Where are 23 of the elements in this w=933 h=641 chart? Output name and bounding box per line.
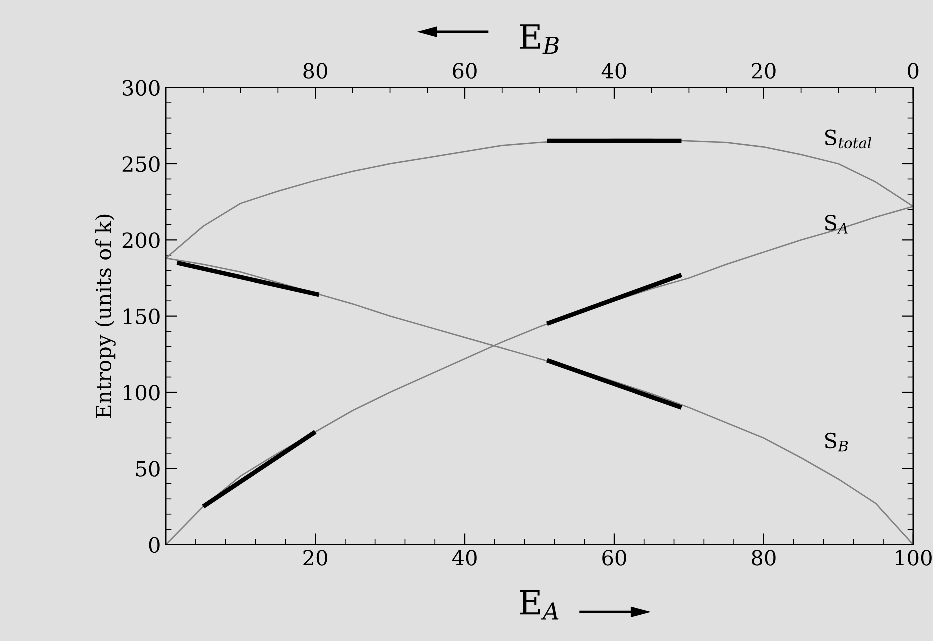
x2-axis-title: E$_{B}$ <box>520 24 559 54</box>
x-tick-label: 40 <box>452 550 477 566</box>
y-axis-title: Entropy (units of k) <box>95 214 116 418</box>
x2-tick-label: 60 <box>453 63 477 79</box>
y-tick-label: 0 <box>149 537 160 554</box>
x2-tick-label: 40 <box>602 63 626 79</box>
series-label: S$_{B}$ <box>825 432 848 452</box>
y-tick-label: 100 <box>124 384 160 401</box>
y-tick-label: 200 <box>122 232 160 248</box>
y-tick-label: 150 <box>124 308 160 325</box>
x-tick-label: 100 <box>896 550 932 566</box>
x-tick-label: 80 <box>752 550 776 566</box>
y-tick-label: 300 <box>123 80 160 96</box>
x2-tick-label: 20 <box>752 63 776 79</box>
y-tick-label: 250 <box>122 156 160 172</box>
series-label: S$_{A}$ <box>825 215 848 234</box>
x2-tick-label: 80 <box>304 63 328 79</box>
y-tick-label: 50 <box>136 461 160 477</box>
x-tick-label: 60 <box>602 550 626 566</box>
x-tick-label: 20 <box>304 550 328 566</box>
series-label: S$_{total}$ <box>825 130 872 149</box>
x-axis-title: E$_{A}$ <box>520 590 559 620</box>
x2-tick-label: 0 <box>908 63 919 79</box>
